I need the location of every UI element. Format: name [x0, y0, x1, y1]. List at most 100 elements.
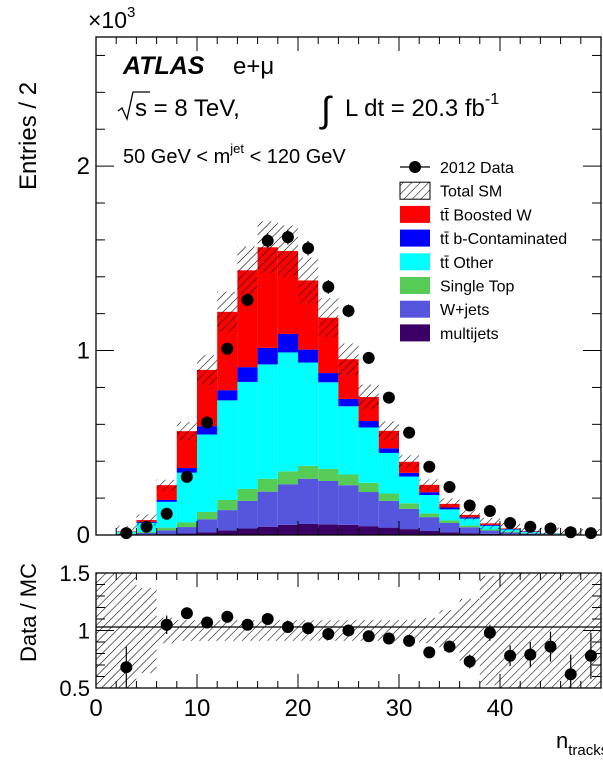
- uncertainty-hatch: [237, 246, 258, 295]
- bar-segment: [338, 398, 359, 407]
- bar-segment: [378, 493, 399, 501]
- ratio-point: [524, 648, 537, 661]
- bar-segment: [479, 530, 500, 534]
- bar-segment: [197, 426, 218, 435]
- bar-segment: [176, 522, 197, 528]
- uncertainty-hatch: [399, 455, 420, 469]
- bar-segment: [217, 510, 238, 531]
- legend-label: 2012 Data: [440, 160, 514, 177]
- bar-segment: [399, 476, 420, 504]
- ratio-y-tick-label: 1: [78, 619, 90, 644]
- bar-segment: [358, 492, 379, 527]
- uncertainty-hatch: [197, 355, 218, 385]
- legend: 2012 Data Total SM tt̄ Boosted W tt̄ b-Cont…: [399, 160, 567, 343]
- atlas-label: ATLAS: [122, 52, 205, 80]
- bar-segment: [439, 509, 460, 521]
- ratio-y-tick-labels: 0.5 1 1.5: [59, 561, 90, 701]
- legend-swatch: [400, 324, 430, 342]
- integral-symbol: ∫: [319, 89, 333, 130]
- bar-segment: [257, 491, 278, 527]
- x-axis-title: ntracks: [556, 728, 603, 759]
- ratio-axis-ticks: [95, 572, 602, 689]
- bar-segment: [197, 519, 218, 533]
- bar-segment: [399, 508, 420, 530]
- bar-segment: [459, 533, 480, 535]
- data-point: [261, 234, 274, 247]
- data-point: [483, 505, 496, 518]
- channel-label: e+μ: [233, 53, 274, 80]
- main-axis-ticks: [95, 37, 602, 536]
- stacked-bars: [116, 247, 601, 535]
- ratio-point: [483, 626, 496, 639]
- ratio-y-tick-label: 1.5: [59, 561, 90, 586]
- uncertainty-hatch: [217, 291, 238, 332]
- data-point: [140, 520, 153, 533]
- main-panel: 0 1 2 ×103 Entries / 2 ATLAS e+μ s = 8 TeV…: [15, 4, 602, 549]
- data-point: [160, 507, 173, 520]
- data-point: [201, 416, 214, 429]
- data-point: [423, 460, 436, 473]
- data-point: [544, 522, 557, 535]
- ratio-points: [120, 607, 597, 688]
- bar-segment: [277, 352, 298, 472]
- bar-segment: [257, 478, 278, 492]
- x-tick-label: 30: [386, 695, 413, 722]
- ratio-point: [221, 610, 234, 623]
- y-multiplier: ×103: [88, 4, 135, 33]
- ratio-hatch: [439, 610, 460, 651]
- uncertainty-hatch: [419, 479, 440, 491]
- bar-segment: [439, 523, 460, 533]
- selection-label: 50 GeV < mjet < 120 GeV: [123, 141, 346, 168]
- data-point: [342, 304, 355, 317]
- bar-segment: [419, 530, 440, 535]
- bar-segment: [277, 333, 298, 353]
- ratio-hatch: [136, 587, 157, 674]
- data-point: [221, 342, 234, 355]
- legend-data-marker: [409, 161, 421, 173]
- ratio-point: [423, 646, 436, 659]
- legend-swatch: [400, 300, 430, 318]
- bar-segment: [156, 499, 177, 502]
- y-tick-label: 1: [77, 338, 90, 365]
- bar-segment: [399, 472, 420, 477]
- legend-swatch: [400, 253, 430, 271]
- ratio-point: [544, 640, 557, 653]
- bar-segment: [338, 474, 359, 486]
- uncertainty-hatch: [439, 498, 460, 510]
- ratio-point: [261, 613, 274, 625]
- bar-segment: [338, 485, 359, 525]
- legend-label: tt̄ Other: [440, 255, 494, 272]
- bar-segment: [399, 529, 420, 535]
- bar-segment: [136, 532, 157, 535]
- uncertainty-hatch: [298, 257, 319, 304]
- data-point: [564, 526, 577, 539]
- uncertainty-hatch: [156, 479, 177, 491]
- bar-segment: [217, 530, 238, 535]
- ratio-hatch: [217, 620, 238, 641]
- data-point: [281, 231, 294, 244]
- x-tick-labels: 0 10 20 30 40: [89, 695, 513, 722]
- bar-segment: [338, 406, 359, 475]
- bar-segment: [237, 270, 258, 368]
- bar-segment: [257, 526, 278, 535]
- ratio-hatch: [116, 573, 137, 688]
- bar-segment: [237, 488, 258, 501]
- data-point: [180, 470, 193, 483]
- ratio-point: [241, 618, 254, 631]
- ratio-point: [302, 622, 315, 635]
- uncertainty-hatch: [318, 298, 339, 338]
- bar-segment: [257, 364, 278, 479]
- ratio-hatch: [500, 573, 521, 688]
- uncertainty-hatch: [479, 517, 500, 529]
- data-point: [382, 391, 395, 404]
- ratio-point: [342, 624, 355, 637]
- bar-segment: [176, 468, 197, 473]
- data-point: [403, 426, 416, 439]
- ratio-point: [362, 630, 375, 643]
- x-tick-label: 0: [89, 695, 102, 722]
- ratio-hatch: [257, 620, 278, 641]
- ratio-point: [120, 661, 133, 674]
- ratio-point: [322, 627, 335, 640]
- bar-segment: [419, 517, 440, 531]
- bar-segment: [156, 530, 177, 535]
